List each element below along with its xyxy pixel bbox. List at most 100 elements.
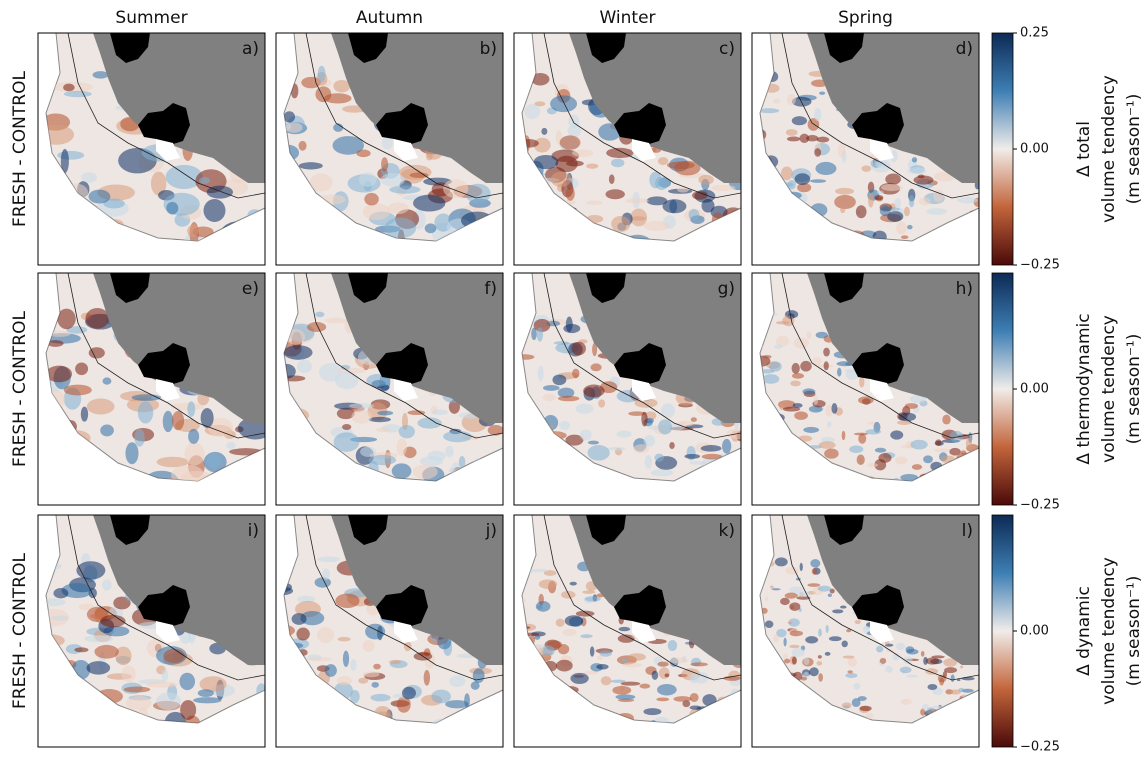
anomaly-blob <box>845 673 858 679</box>
contour <box>781 272 980 439</box>
anomaly-blob <box>74 647 89 653</box>
anomaly-blob <box>800 676 807 681</box>
panel-frame <box>751 514 980 748</box>
colorbar-label: Δ total <box>1074 121 1094 177</box>
anomaly-blob <box>760 176 782 190</box>
anomaly-blob <box>643 708 662 716</box>
anomaly-blob <box>412 464 438 480</box>
anomaly-blob <box>247 240 265 241</box>
anomaly-blob <box>779 472 790 481</box>
anomaly-blob <box>543 385 560 391</box>
anomaly-blob <box>971 723 984 731</box>
anomaly-blob <box>769 683 777 693</box>
anomaly-blob <box>706 477 730 481</box>
anomaly-blob <box>290 83 299 99</box>
anomaly-blob <box>840 605 847 609</box>
anomaly-blob <box>834 194 856 210</box>
anomaly-blob <box>612 685 632 695</box>
anomaly-blob <box>797 454 805 461</box>
anomaly-blob <box>841 430 846 441</box>
map-panel: c) <box>513 32 742 266</box>
anomaly-blob <box>623 234 652 241</box>
anomaly-blob <box>277 727 302 733</box>
anomaly-blob <box>527 691 539 703</box>
anomaly-blob <box>236 480 265 481</box>
ice-shelf <box>348 273 388 303</box>
anomaly-blob <box>947 476 963 481</box>
anomaly-blob <box>911 157 918 163</box>
anomaly-blob <box>931 705 942 709</box>
anomaly-blob <box>101 579 112 591</box>
panel-frame <box>275 32 504 266</box>
anomaly-blob <box>760 73 770 79</box>
anomaly-blob <box>861 476 877 481</box>
anomaly-blob <box>416 239 432 241</box>
anomaly-blob <box>522 473 530 481</box>
anomaly-blob <box>600 233 621 241</box>
anomaly-blob <box>690 662 708 667</box>
anomaly-blob <box>598 399 606 408</box>
anomaly-blob <box>783 637 787 647</box>
anomaly-blob <box>682 700 691 708</box>
anomaly-blob <box>575 610 595 617</box>
anomaly-blob <box>929 474 937 479</box>
anomaly-blob <box>583 671 598 675</box>
anomaly-blob <box>702 694 717 707</box>
anomaly-blob <box>203 198 226 223</box>
anomaly-blob <box>906 674 918 678</box>
column-title: Spring <box>838 8 893 28</box>
contour <box>543 272 742 439</box>
anomaly-blob <box>67 719 96 723</box>
anomaly-blob <box>387 728 394 740</box>
anomaly-blob <box>370 714 383 723</box>
anomaly-blob <box>317 728 329 737</box>
anomaly-blob <box>830 471 844 480</box>
anomaly-blob <box>950 674 955 682</box>
anomaly-blob <box>492 459 500 470</box>
anomaly-blob <box>317 194 346 205</box>
anomaly-blob <box>850 249 867 254</box>
anomaly-blob <box>522 412 526 419</box>
anomaly-blob <box>285 329 306 345</box>
anomaly-blob <box>654 716 669 723</box>
anomaly-blob <box>818 721 822 723</box>
anomaly-blob <box>541 702 547 714</box>
anomaly-blob <box>317 627 335 643</box>
anomaly-blob <box>563 323 581 334</box>
anomaly-blob <box>748 337 758 342</box>
anomaly-blob <box>187 224 199 238</box>
ice-shelf <box>614 585 666 627</box>
anomaly-blob <box>961 720 973 723</box>
anomaly-blob <box>284 413 290 433</box>
anomaly-blob <box>561 590 576 599</box>
anomaly-blob <box>760 345 764 349</box>
anomaly-blob <box>851 698 861 708</box>
anomaly-blob <box>286 719 296 723</box>
anomaly-blob <box>785 129 798 136</box>
anomaly-blob <box>806 331 812 340</box>
anomaly-blob <box>458 455 466 469</box>
anomaly-blob <box>771 721 785 723</box>
anomaly-blob <box>100 719 123 723</box>
anomaly-blob <box>818 628 822 637</box>
anomaly-blob <box>137 401 154 424</box>
anomaly-blob <box>533 137 551 153</box>
anomaly-blob <box>529 213 544 221</box>
anomaly-blob <box>794 411 808 420</box>
anomaly-blob <box>541 243 556 254</box>
anomaly-blob <box>784 191 802 200</box>
anomaly-blob <box>705 479 714 481</box>
anomaly-blob <box>88 347 105 359</box>
anomaly-blob <box>918 197 931 206</box>
coastal-patch <box>632 139 656 161</box>
anomaly-blob <box>293 675 305 687</box>
anomaly-blob <box>73 723 99 741</box>
anomaly-blob <box>332 707 353 715</box>
anomaly-blob <box>522 597 526 604</box>
anomaly-blob <box>716 716 735 723</box>
anomaly-blob <box>704 232 719 241</box>
anomaly-blob <box>651 670 659 680</box>
anomaly-blob <box>807 118 820 131</box>
anomaly-blob <box>785 474 792 479</box>
anomaly-blob <box>572 368 580 379</box>
